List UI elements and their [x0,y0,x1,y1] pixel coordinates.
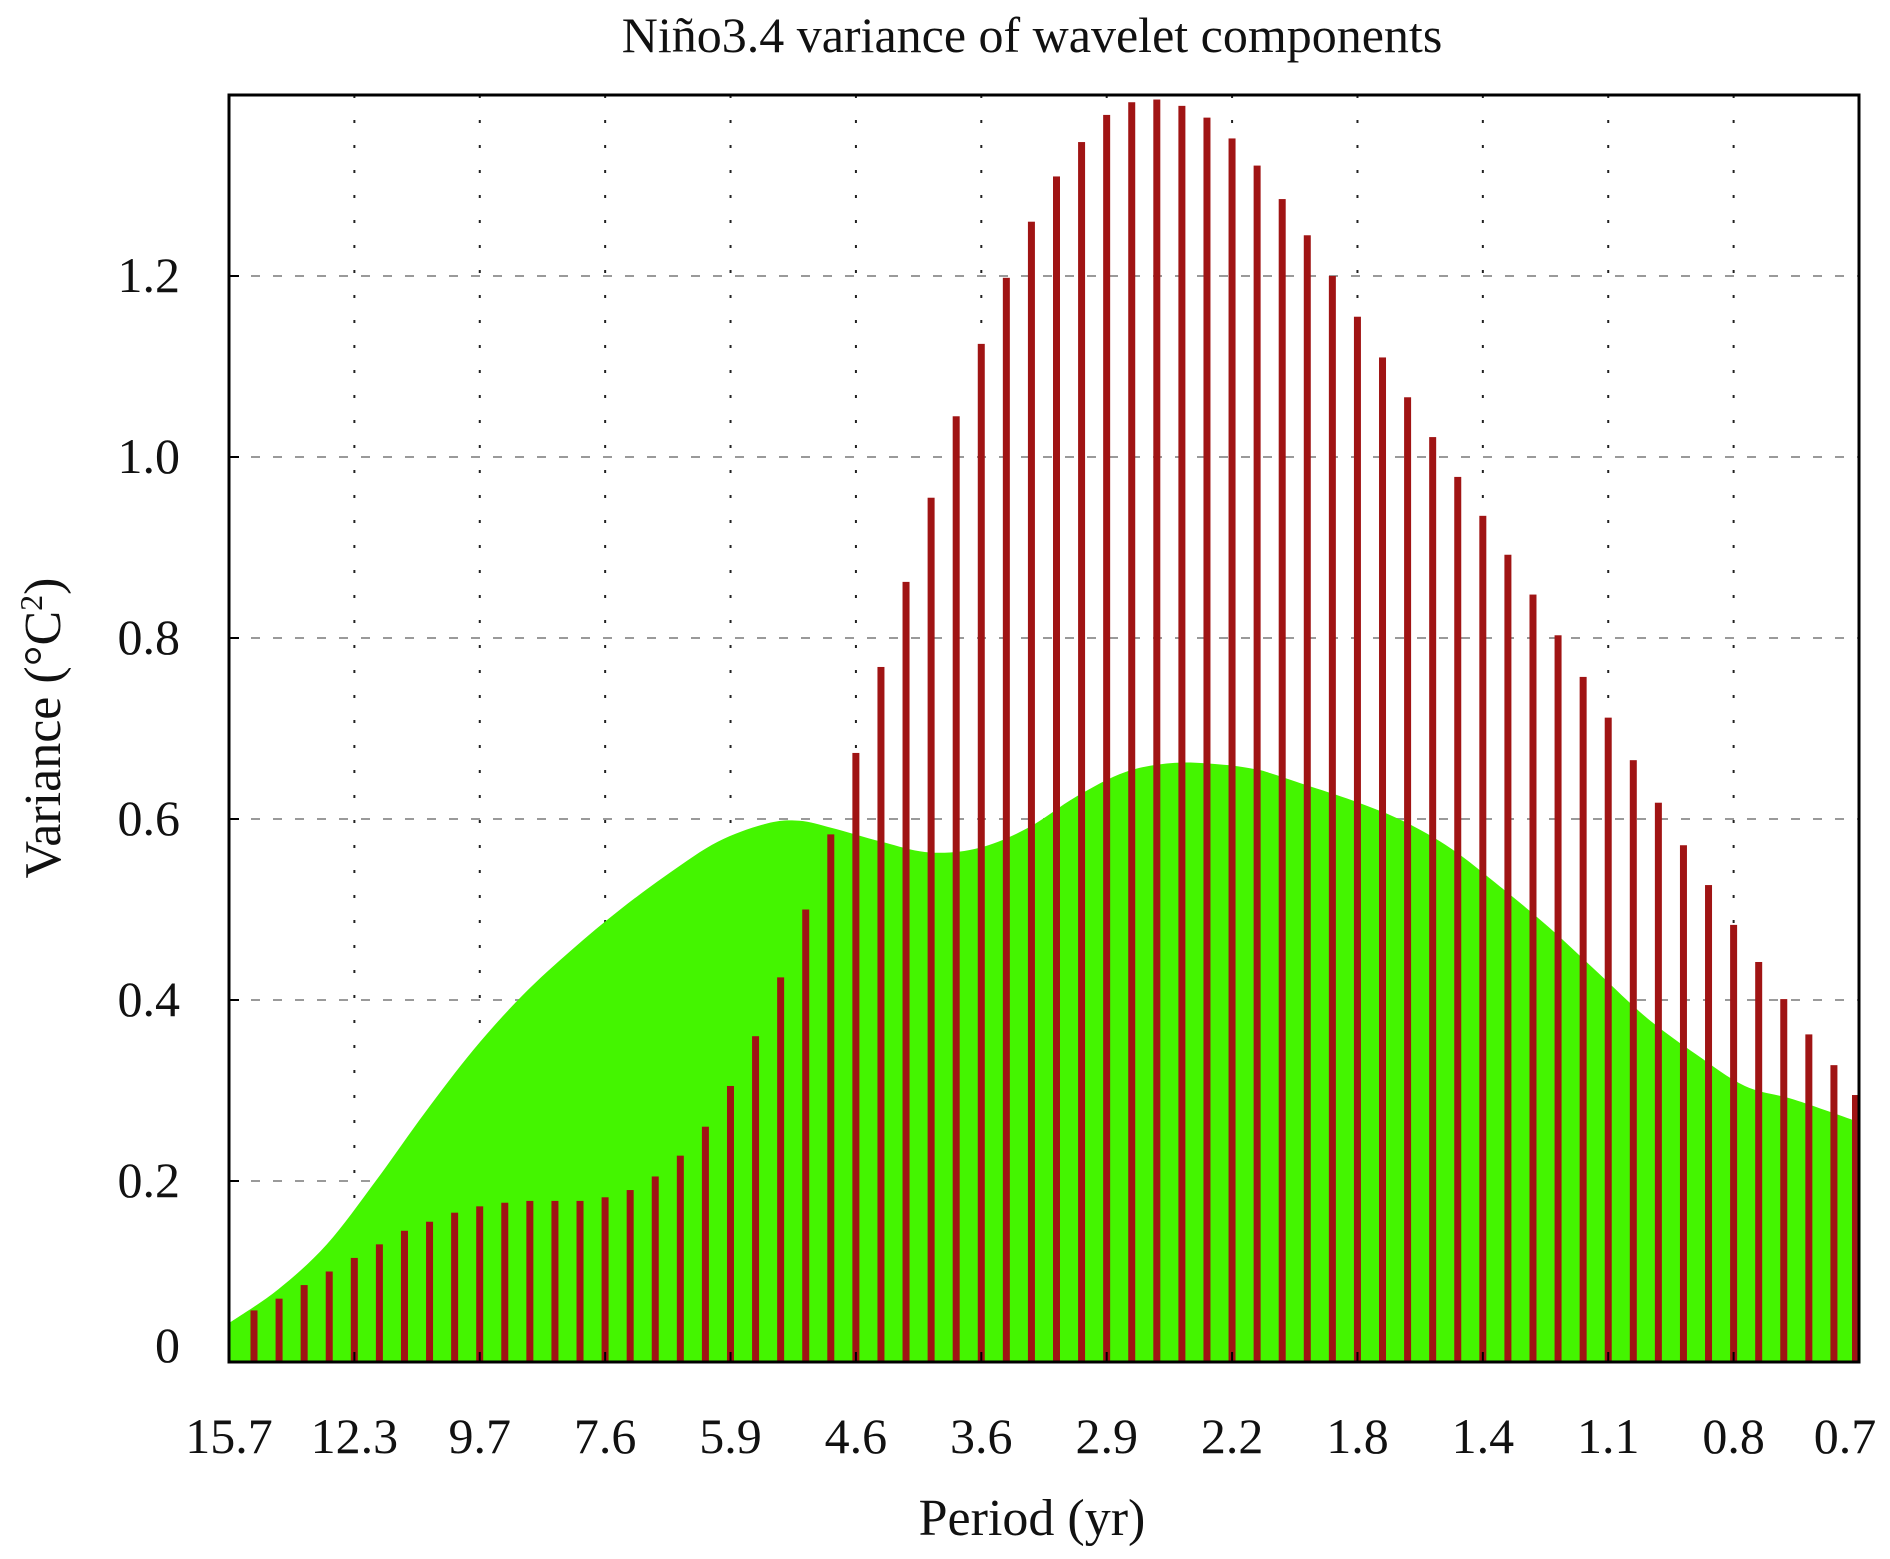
y-tick-label: 0.2 [118,1152,181,1208]
variance-bar [1554,635,1562,1362]
variance-bar [777,977,785,1362]
x-tick-label: 0.8 [1702,1408,1765,1464]
variance-bar [701,1126,709,1362]
y-tick-label: 0.8 [118,609,181,665]
variance-bar [1852,1095,1859,1362]
x-tick-label: 0.7 [1814,1408,1877,1464]
y-tick-label: 0 [155,1317,180,1373]
variance-bar [1002,277,1010,1362]
variance-bar [752,1036,760,1362]
variance-bar [726,1085,734,1362]
variance-bar [1278,199,1286,1363]
x-axis-ticks: 15.7 12.3 9.7 7.6 5.9 4.6 3.6 2.9 2.2 1.8 1.4 1.1 0.… [185,1352,1876,1464]
variance-bar [1379,357,1387,1362]
y-tick-label: 1.2 [118,247,181,303]
variance-bar [1629,760,1637,1362]
variance-bar [852,752,860,1362]
variance-bar [1078,142,1086,1362]
variance-bar [501,1202,509,1362]
variance-bar [651,1176,659,1362]
x-tick-label: 5.9 [699,1408,762,1464]
y-tick-label: 1.0 [118,428,181,484]
y-axis-label-sup: 2 [13,595,49,611]
variance-bar [1228,138,1236,1363]
variance-bar [1103,114,1111,1362]
variance-bar [250,1310,258,1362]
variance-bar [1755,961,1763,1362]
variance-bar [1253,165,1261,1363]
variance-bar [1479,515,1487,1362]
wavelet-variance-bars [250,99,1859,1363]
variance-bar [902,581,910,1362]
variance-bar [576,1200,584,1362]
variance-bar [1579,676,1587,1362]
x-tick-label: 12.3 [311,1408,399,1464]
variance-bar [1404,397,1412,1362]
variance-bar [952,416,960,1362]
variance-bar [400,1230,408,1362]
variance-bar [1654,802,1662,1362]
variance-bar [1053,176,1060,1363]
y-tick-label: 0.6 [118,790,181,846]
variance-bar [476,1206,484,1362]
x-tick-label: 15.7 [185,1408,273,1464]
y-axis-label-main: Variance (°C [15,611,72,879]
variance-bar [375,1244,383,1362]
variance-bar [1328,276,1336,1362]
variance-bar [325,1271,333,1362]
variance-bar [877,666,885,1362]
variance-bar [1027,221,1035,1363]
variance-bar [676,1155,684,1362]
y-axis-label: Variance (°C2) [13,578,72,879]
variance-bar [1679,845,1687,1362]
y-axis-label-close: ) [15,578,72,595]
variance-bar [1805,1034,1813,1362]
x-axis-label: Period (yr) [919,1490,1146,1547]
variance-bar [1353,316,1361,1363]
variance-bar [1780,999,1788,1362]
x-tick-label: 9.7 [449,1408,512,1464]
x-tick-label: 1.4 [1452,1408,1515,1464]
variance-bar [300,1285,308,1362]
variance-bar [350,1257,358,1362]
variance-bar [1303,235,1311,1362]
variance-bar [827,834,835,1362]
variance-bar [426,1221,434,1362]
x-tick-label: 2.2 [1201,1408,1264,1464]
variance-bar [1429,437,1437,1363]
wavelet-variance-area [229,762,1859,1362]
y-axis-ticks: 0 0.2 0.4 0.6 0.8 1.0 1.2 [118,247,239,1373]
x-tick-label: 7.6 [574,1408,637,1464]
variance-bar [1529,594,1537,1362]
x-tick-label: 3.6 [950,1408,1013,1464]
y-tick-label: 0.4 [118,971,181,1027]
x-tick-label: 1.8 [1326,1408,1389,1464]
x-tick-label: 4.6 [825,1408,888,1464]
variance-bar [275,1298,283,1362]
x-tick-label: 1.1 [1577,1408,1640,1464]
chart-title: Niño3.4 variance of wavelet components [622,7,1443,63]
variance-bar [1128,102,1136,1363]
variance-bar [1604,717,1612,1362]
plot-frame [227,93,1861,1364]
variance-bar [451,1212,459,1362]
variance-bar [551,1200,559,1362]
variance-bar [1705,885,1713,1362]
variance-bar [601,1197,609,1362]
variance-bar [977,343,985,1362]
variance-bar [1153,99,1161,1362]
variance-bar [626,1190,634,1362]
variance-bar [1454,476,1462,1362]
variance-bar [1730,924,1738,1362]
variance-bar [927,497,935,1363]
variance-bar [526,1200,534,1362]
variance-bar [802,909,810,1362]
variance-bar [1203,117,1211,1362]
x-tick-label: 2.9 [1075,1408,1138,1464]
variance-bar [1178,105,1186,1363]
variance-bar [1504,554,1512,1362]
variance-bar [1830,1065,1838,1362]
